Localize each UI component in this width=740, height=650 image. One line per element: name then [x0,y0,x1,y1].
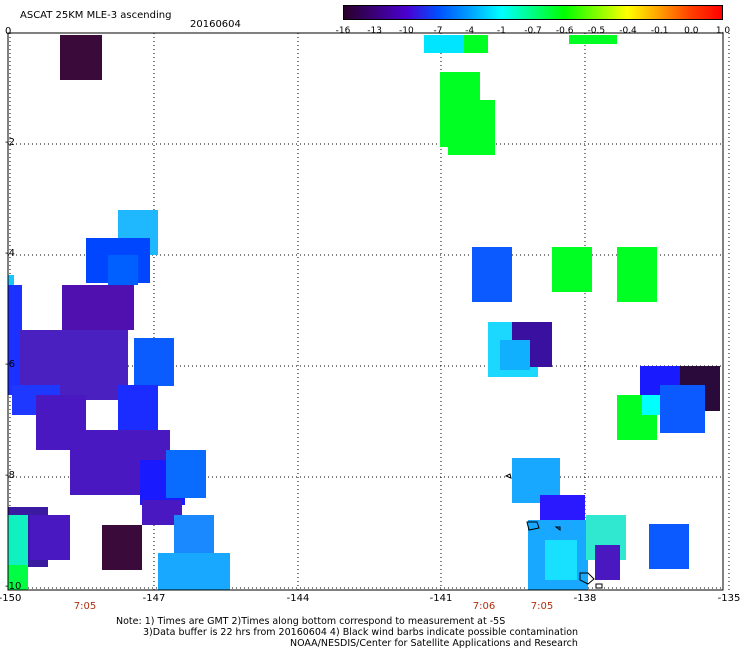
color-scale-tick-label: 0.0 [684,26,699,36]
wind-data-cells [8,35,720,590]
x-tick-label: -135 [717,593,740,604]
color-scale-tick-label: -0.4 [619,26,637,36]
map-title: ASCAT 25KM MLE-3 ascending [20,10,172,21]
color-scale-tick-label: -16 [335,26,351,36]
plot-frame [7,32,724,591]
y-tick-label: -6 [5,359,15,370]
color-scale-tick-label: -0.6 [555,26,574,36]
x-tick-label: -141 [429,593,453,604]
wind-cell [545,540,577,580]
color-scale-tick-label: -10 [398,26,414,36]
x-tick-label: -138 [573,593,597,604]
map-date: 20160604 [190,19,241,30]
y-tick-label: -2 [5,137,15,148]
color-scale-tick-label: -0.5 [587,26,606,36]
wind-cell [424,35,464,53]
wind-cell [174,515,214,560]
wind-cell [166,450,206,498]
coastline [579,572,595,585]
coastline [526,521,540,531]
wind-cell [8,565,28,590]
wind-cell [118,385,158,433]
color-scale-tick-label: 1.0 [715,26,731,36]
y-tick-label: -10 [5,581,22,592]
wind-cell [660,385,705,433]
x-tick-label: -150 [0,593,22,604]
wind-cell [552,247,592,292]
wind-cell [62,285,134,330]
wind-cell [649,524,689,569]
color-scale-tick-label: -0.7 [524,26,542,36]
wind-cell [108,255,138,285]
color-scale-tick-label: -4 [465,26,475,36]
wind-cell [158,553,230,590]
wind-cell [464,35,488,53]
wind-cell [500,340,530,370]
wind-cell [102,525,142,570]
pass-time-label: 7:05 [530,601,554,612]
wind-cell [134,338,174,386]
coastline [595,583,603,589]
wind-cell [60,35,102,80]
wind-cell [617,247,657,302]
y-tick-label: -8 [5,470,15,481]
coastline [504,473,512,479]
pass-time-label: 7:06 [472,601,496,612]
wind-cell [642,395,662,415]
coastline [554,526,561,531]
color-scale-tick-label: -1 [496,26,506,36]
color-scale-tick-label: -13 [367,26,383,36]
color-scale-bar [343,5,723,20]
wind-cell [448,100,495,155]
wind-cell [8,285,22,395]
wind-cell [569,35,617,44]
footnote-line-1: Note: 1) Times are GMT 2)Times along bot… [116,616,506,627]
footnote-line-3: NOAA/NESDIS/Center for Satellite Applica… [290,638,578,649]
color-scale-tick-label: -7 [433,26,443,36]
x-tick-label: -144 [286,593,310,604]
wind-cell [8,275,14,285]
footnote-line-2: 3)Data buffer is 22 hrs from 20160604 4)… [143,627,579,638]
x-tick-label: -147 [142,593,166,604]
coastlines [504,473,603,589]
y-tick-label: 0 [5,26,12,37]
pass-time-label: 7:05 [73,601,97,612]
color-scale-tick-label: -0.1 [650,26,669,36]
wind-cell [595,545,620,580]
wind-cell [472,247,512,302]
y-tick-label: -4 [5,248,15,259]
wind-cell [30,515,70,560]
